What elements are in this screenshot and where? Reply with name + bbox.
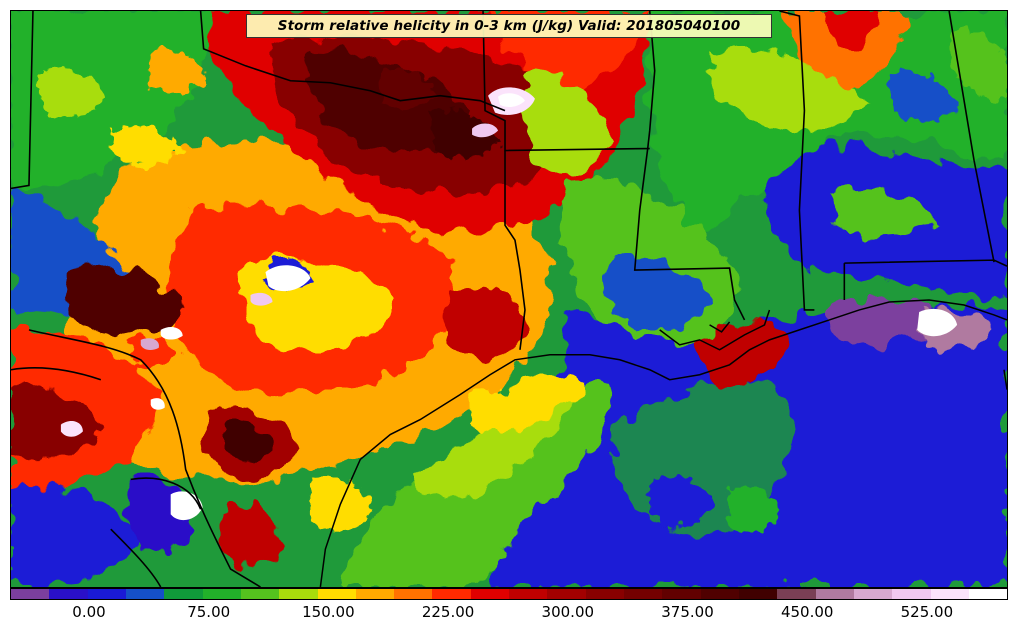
colorbar-tick-label: 150.00 [302,603,355,621]
colorbar-tick-label: 0.00 [72,603,106,621]
colorbar-segment [240,589,280,599]
colorbar-segment [853,589,893,599]
colorbar-tick-label: 525.00 [900,603,954,621]
colorbar-segment [470,589,510,599]
colorbar-segment [624,589,663,599]
coastline [319,299,1007,587]
state-boundaries [11,11,1007,587]
helicity-map [10,10,1008,588]
colorbar-segment [87,589,126,599]
colorbar-segment [125,589,165,599]
colorbar-labels: 0.00 75.00 150.00 225.00 300.00 375.00 450.00 5… [0,601,1018,631]
colorbar-segment [164,589,203,599]
colorbar-segment [317,589,356,599]
colorbar-segment [394,589,433,599]
map-title: Storm relative helicity in 0-3 km (J/kg)… [246,14,772,38]
colorbar-segment [892,589,931,599]
colorbar-segment [49,589,88,599]
colorbar-segment [968,589,1008,599]
colorbar-segment [279,589,318,599]
helicity-field [11,11,1007,587]
colorbar-tick-label: 450.00 [780,603,834,621]
colorbar-segment [777,589,816,599]
colorbar-segment [662,589,701,599]
colorbar-segment [202,589,241,599]
colorbar-tick-label: 75.00 [187,603,231,621]
colorbar-segment [585,589,624,599]
colorbar-segment [432,589,471,599]
colorbar-segment [700,589,739,599]
colorbar [10,588,1008,600]
colorbar-segment [815,589,854,599]
colorbar-segment [355,589,395,599]
colorbar-tick-label: 300.00 [541,603,595,621]
colorbar-segment [930,589,969,599]
colorbar-segment [11,589,50,599]
colorbar-segment [547,589,586,599]
colorbar-tick-label: 225.00 [421,603,475,621]
colorbar-segment [509,589,548,599]
colorbar-tick-label: 375.00 [661,603,714,621]
colorbar-segment [738,589,778,599]
